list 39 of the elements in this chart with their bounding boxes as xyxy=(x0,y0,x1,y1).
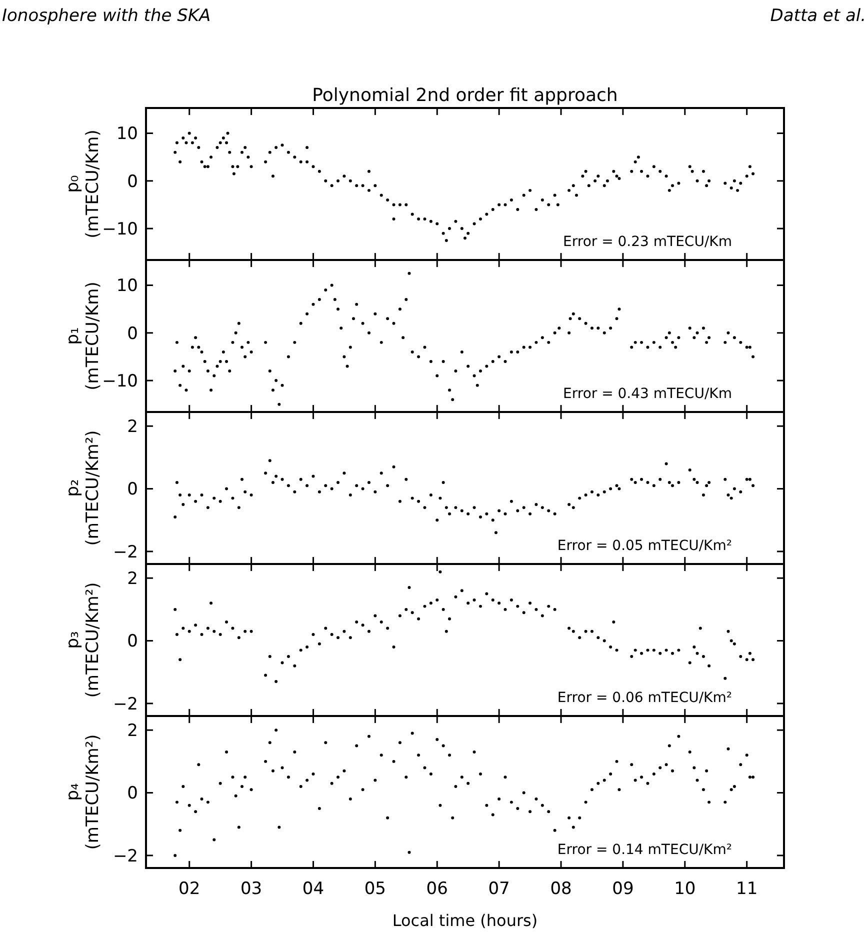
y-tick-label: −2 xyxy=(112,542,138,562)
text: Datta et al. xyxy=(770,6,866,26)
y-tick-label: 0 xyxy=(127,172,138,192)
x-tick-label: 05 xyxy=(364,879,386,899)
annotation: Error = 0.06 mTECU/Km² xyxy=(557,690,732,706)
x-axis-title: Local time (hours) xyxy=(392,911,538,930)
x-tick-label: 08 xyxy=(550,879,572,899)
x-tick-label: 06 xyxy=(426,879,448,899)
x-tick-label: 10 xyxy=(674,879,696,899)
y-axis-title: p₄ (mTECU/Km²) xyxy=(62,734,104,850)
y-tick-label: 0 xyxy=(127,632,138,652)
annotation: Error = 0.05 mTECU/Km² xyxy=(557,538,732,554)
y-tick-label: 0 xyxy=(127,324,138,344)
x-tick-label: 09 xyxy=(612,879,634,899)
y-tick-label: −2 xyxy=(112,846,138,866)
x-tick-label: 11 xyxy=(736,879,758,899)
y-tick-label: 10 xyxy=(116,276,138,296)
annotation: Error = 0.23 mTECU/Km xyxy=(563,234,732,250)
x-tick-label: 04 xyxy=(302,879,324,899)
y-tick-label: 2 xyxy=(127,721,138,742)
y-axis-title: p₁ (mTECU/Km) xyxy=(62,282,104,390)
y-tick-label: 2 xyxy=(127,417,138,438)
annotation: Error = 0.14 mTECU/Km² xyxy=(557,842,732,858)
y-tick-label: 10 xyxy=(116,124,138,144)
x-tick-label: 02 xyxy=(178,879,200,899)
y-axis-title: p₂ (mTECU/Km²) xyxy=(62,430,104,546)
y-axis-title: p₀ (mTECU/Km) xyxy=(62,130,104,238)
y-tick-label: −2 xyxy=(112,694,138,714)
y-axis-title: p₃ (mTECU/Km²) xyxy=(62,582,104,698)
y-tick-label: −10 xyxy=(102,372,138,392)
text: Ionosphere with the SKA xyxy=(2,6,211,26)
x-tick-label: 07 xyxy=(488,879,510,899)
x-tick-label: 03 xyxy=(240,879,262,899)
annotation: Error = 0.43 mTECU/Km xyxy=(563,386,732,402)
y-tick-label: 0 xyxy=(127,480,138,500)
y-tick-label: 2 xyxy=(127,569,138,590)
chart-title: Polynomial 2nd order fit approach xyxy=(312,85,618,106)
y-tick-label: 0 xyxy=(127,784,138,804)
y-tick-label: −10 xyxy=(102,220,138,240)
